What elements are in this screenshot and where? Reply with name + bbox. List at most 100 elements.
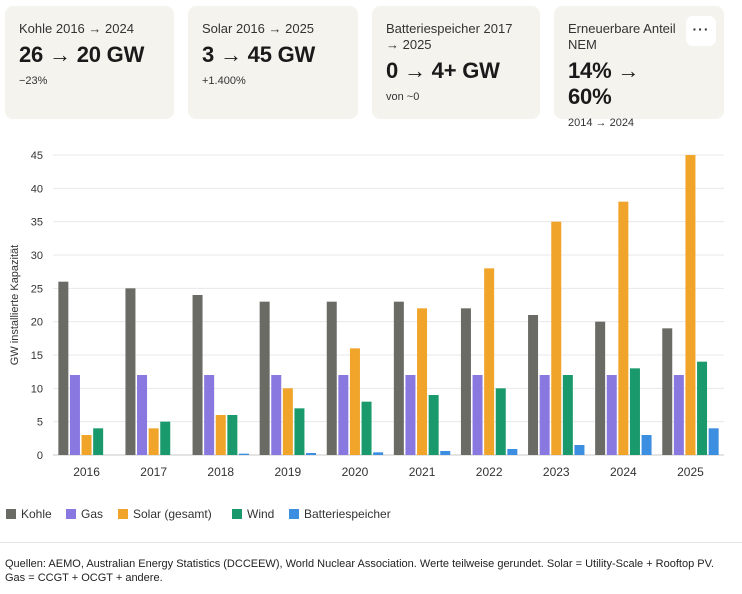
x-tick-label: 2019 xyxy=(274,465,301,479)
card-value: 3 → 45 GW xyxy=(202,42,316,67)
x-tick-label: 2022 xyxy=(476,465,503,479)
bar xyxy=(507,449,518,455)
bar xyxy=(472,375,483,455)
card-label: Erneuerbare Anteil NEM xyxy=(568,21,676,52)
x-tick-label: 2016 xyxy=(73,465,100,479)
bar xyxy=(440,451,451,455)
bar xyxy=(204,375,215,455)
bar xyxy=(282,388,293,455)
legend-item: Solar (gesamt) xyxy=(118,507,212,521)
legend-swatch xyxy=(289,509,299,519)
bar xyxy=(539,375,550,455)
bar xyxy=(484,268,495,455)
bar xyxy=(227,415,238,455)
bar xyxy=(562,375,573,455)
legend-swatch xyxy=(232,509,242,519)
bar xyxy=(697,361,708,455)
bar xyxy=(361,401,372,455)
card-renewables: Erneuerbare Anteil NEM 14% → 60% 2014 → … xyxy=(554,6,724,129)
legend-label: Kohle xyxy=(21,507,52,521)
x-tick-label: 2025 xyxy=(677,465,704,479)
legend-item: Wind xyxy=(232,507,274,521)
legend-label: Gas xyxy=(81,507,104,521)
bar xyxy=(148,428,159,455)
bar xyxy=(551,221,562,455)
bar xyxy=(528,315,539,455)
x-tick-label: 2020 xyxy=(342,465,369,479)
bar xyxy=(338,375,349,455)
bar xyxy=(708,428,719,455)
y-tick-label: 30 xyxy=(31,250,43,262)
card-label: Kohle 2016 → 2024 xyxy=(19,21,134,36)
x-tick-label: 2024 xyxy=(610,465,637,479)
x-tick-label: 2017 xyxy=(140,465,167,479)
bar xyxy=(685,155,696,455)
bar xyxy=(641,435,652,455)
bar xyxy=(373,452,384,455)
card-label: Solar 2016 → 2025 xyxy=(202,21,315,36)
card-sub: 2014 → 2024 xyxy=(568,117,635,129)
card-solar: Solar 2016 → 2025 3 → 45 GW +1.400% xyxy=(188,6,358,119)
bar xyxy=(349,348,360,455)
bar xyxy=(460,308,471,455)
bar xyxy=(417,308,428,455)
y-tick-label: 15 xyxy=(31,350,43,362)
card-sub: −23% xyxy=(19,75,48,87)
legend-label: Batteriespeicher xyxy=(304,507,391,521)
card-value: 26 → 20 GW xyxy=(19,42,145,67)
y-axis-label: GW installierte Kapazität xyxy=(9,245,21,365)
card-label: Batteriespeicher 2017 → 2025 xyxy=(386,21,513,52)
bar xyxy=(192,295,203,455)
legend-swatch xyxy=(66,509,76,519)
card-value: 0 → 4+ GW xyxy=(386,58,500,83)
more-options-button[interactable]: ··· xyxy=(686,16,716,46)
x-tick-label: 2021 xyxy=(409,465,436,479)
bar xyxy=(595,321,606,455)
card-coal: Kohle 2016 → 2024 26 → 20 GW −23% xyxy=(5,6,174,119)
bar xyxy=(629,368,640,455)
x-tick-label: 2018 xyxy=(207,465,234,479)
bar xyxy=(294,408,305,455)
bar xyxy=(306,453,317,455)
card-sub: von ~0 xyxy=(386,91,420,103)
bar xyxy=(326,301,337,455)
bar xyxy=(271,375,282,455)
legend-label: Wind xyxy=(247,507,275,521)
y-tick-label: 0 xyxy=(37,450,43,462)
divider xyxy=(0,542,742,543)
bar xyxy=(125,288,136,455)
legend-label: Solar (gesamt) xyxy=(133,507,212,521)
card-sub: +1.400% xyxy=(202,75,246,87)
bar xyxy=(215,415,226,455)
legend-swatch xyxy=(118,509,128,519)
sources-footer: Quellen: AEMO, Australian Energy Statist… xyxy=(5,558,714,584)
bar xyxy=(618,201,629,455)
legend-item: Batteriespeicher xyxy=(289,507,391,521)
y-tick-label: 10 xyxy=(31,383,43,395)
y-tick-label: 35 xyxy=(31,217,43,229)
bar xyxy=(137,375,148,455)
bar xyxy=(160,421,171,455)
y-tick-label: 45 xyxy=(31,150,43,162)
y-tick-label: 25 xyxy=(31,283,43,295)
legend-swatch xyxy=(6,509,16,519)
y-tick-label: 40 xyxy=(31,183,43,195)
y-tick-label: 20 xyxy=(31,317,43,329)
bar xyxy=(393,301,404,455)
summary-cards: Kohle 2016 → 2024 26 → 20 GW −23% Solar … xyxy=(5,6,725,129)
bar xyxy=(662,328,673,455)
bar xyxy=(606,375,617,455)
legend-item: Gas xyxy=(66,507,103,521)
bar xyxy=(673,375,684,455)
y-tick-label: 5 xyxy=(37,417,43,429)
bar xyxy=(574,445,585,455)
bar xyxy=(259,301,270,455)
card-battery: Batteriespeicher 2017 → 2025 0 → 4+ GW v… xyxy=(372,6,540,119)
bar xyxy=(238,453,249,455)
bar xyxy=(69,375,80,455)
bar xyxy=(81,435,92,455)
x-tick-label: 2023 xyxy=(543,465,570,479)
card-value: 14% → 60% xyxy=(568,58,640,109)
bar xyxy=(495,388,506,455)
